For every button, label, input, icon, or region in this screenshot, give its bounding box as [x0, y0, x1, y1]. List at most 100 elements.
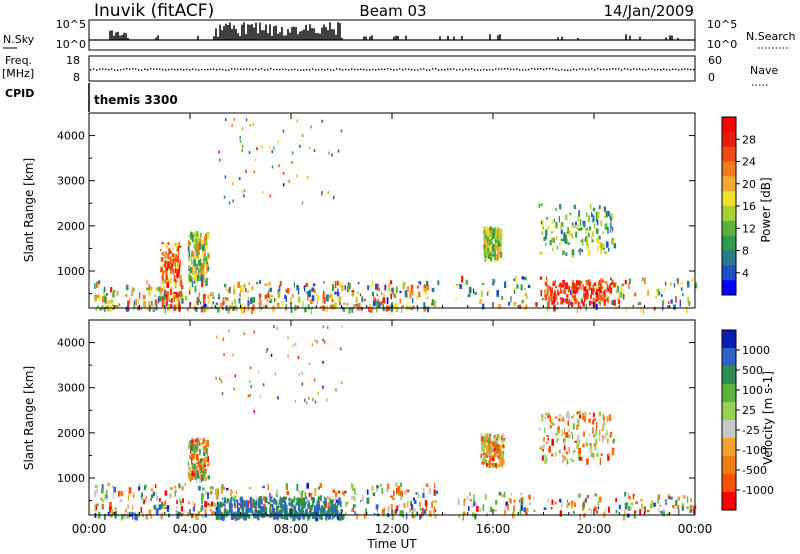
data-cell	[203, 236, 206, 241]
date-title: 14/Jan/2009	[604, 2, 695, 20]
data-cell	[254, 509, 257, 513]
data-cell	[196, 472, 199, 479]
freq-point	[570, 69, 572, 71]
colorbar-tick-label: 500	[742, 364, 763, 377]
freq-point	[363, 68, 365, 71]
data-cell	[143, 300, 146, 308]
data-cell	[253, 503, 256, 507]
data-cell	[566, 499, 569, 503]
data-cell	[165, 301, 168, 307]
colorbar-segment	[722, 456, 736, 475]
data-cell	[398, 504, 401, 508]
data-cell	[201, 240, 204, 245]
data-cell	[207, 294, 209, 299]
colorbar-tick-label: 1000	[742, 344, 770, 357]
data-cell	[234, 502, 237, 508]
data-cell	[679, 299, 681, 307]
data-cell	[620, 286, 623, 293]
data-cell	[337, 149, 340, 153]
data-cell	[209, 486, 212, 489]
data-cell	[590, 301, 593, 304]
freq-point	[198, 69, 200, 71]
data-cell	[229, 509, 232, 514]
data-cell	[601, 243, 604, 251]
data-cell	[172, 260, 174, 267]
data-cell	[118, 490, 121, 497]
data-cell	[240, 496, 242, 500]
freq-point	[690, 68, 692, 71]
data-cell	[325, 305, 328, 312]
data-cell	[194, 266, 197, 272]
x-tick-label: 00:00	[678, 522, 713, 536]
data-cell	[567, 410, 569, 417]
data-cell	[188, 251, 190, 258]
data-cell	[426, 284, 430, 291]
data-cell	[225, 296, 227, 301]
freq-point	[531, 68, 533, 70]
data-cell	[165, 243, 169, 249]
data-cell	[190, 276, 193, 283]
freq-point	[582, 68, 584, 70]
freq-point	[501, 68, 503, 70]
data-cell	[690, 498, 693, 502]
data-cell	[607, 506, 610, 513]
data-cell	[203, 299, 206, 306]
data-cell	[212, 510, 215, 514]
data-cell	[175, 303, 178, 310]
data-cell	[576, 287, 579, 290]
data-cell	[321, 192, 323, 196]
data-cell	[125, 513, 128, 519]
data-cell	[153, 504, 157, 510]
data-cell	[495, 255, 498, 261]
data-cell	[606, 430, 608, 436]
data-cell	[485, 433, 487, 438]
data-cell	[249, 380, 251, 384]
data-cell	[588, 234, 590, 238]
freq-point	[483, 68, 485, 71]
data-cell	[338, 297, 341, 303]
data-cell	[593, 418, 596, 421]
data-cell	[146, 287, 149, 291]
freq-point	[648, 68, 650, 70]
data-cell	[193, 243, 195, 248]
data-cell	[168, 265, 172, 270]
data-cell	[374, 298, 377, 302]
data-cell	[499, 461, 502, 467]
data-cell	[270, 298, 273, 304]
data-cell	[196, 247, 199, 253]
data-cell	[500, 229, 503, 234]
data-cell	[95, 307, 97, 311]
data-cell	[123, 513, 125, 518]
data-cell	[357, 291, 359, 295]
data-cell	[226, 487, 229, 491]
data-cell	[382, 304, 384, 308]
data-cell	[239, 286, 243, 292]
data-cell	[192, 251, 195, 258]
data-cell	[310, 493, 313, 500]
data-cell	[561, 418, 565, 422]
data-cell	[489, 242, 491, 249]
freq-point	[660, 69, 662, 71]
data-cell	[264, 283, 268, 287]
data-cell	[549, 415, 551, 423]
data-cell	[339, 282, 342, 288]
data-cell	[294, 399, 297, 403]
data-cell	[252, 504, 254, 509]
freq-point	[495, 68, 497, 70]
data-cell	[417, 285, 419, 289]
data-cell	[640, 306, 642, 313]
data-cell	[426, 483, 429, 488]
data-cell	[602, 243, 606, 248]
freq-point	[276, 68, 278, 71]
data-cell	[253, 499, 256, 505]
data-cell	[427, 307, 430, 313]
colorbar-segment	[722, 474, 736, 493]
data-cell	[500, 457, 503, 464]
data-cell	[600, 278, 603, 284]
data-cell	[497, 434, 500, 439]
data-cell	[542, 297, 544, 301]
data-cell	[527, 284, 531, 288]
freq-point	[597, 68, 599, 70]
nsky-label: N.Sky	[3, 33, 35, 46]
data-cell	[222, 297, 225, 304]
